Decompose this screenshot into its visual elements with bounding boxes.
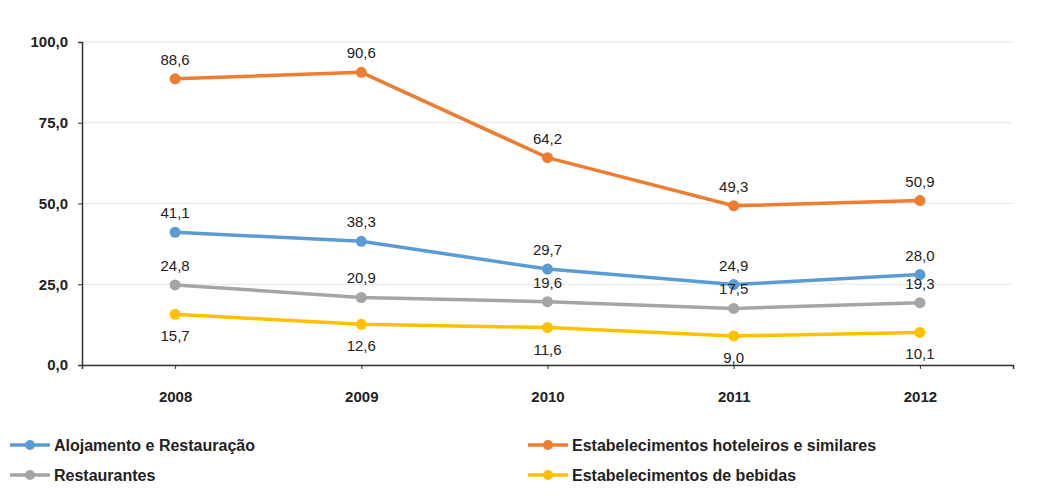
data-label: 64,2	[533, 130, 562, 147]
series-marker	[914, 327, 925, 338]
legend-marker	[25, 470, 35, 480]
data-label: 9,0	[723, 349, 744, 366]
x-tick-mark	[175, 365, 176, 369]
data-label: 20,9	[347, 269, 376, 286]
series-marker	[542, 152, 553, 163]
y-tick-mark	[78, 42, 82, 43]
series-line	[175, 314, 920, 336]
legend-marker	[25, 440, 35, 450]
data-label: 15,7	[160, 327, 189, 344]
y-tick: 0,0	[47, 356, 82, 373]
x-tick-label: 2008	[159, 388, 192, 405]
legend-label: Restaurantes	[54, 467, 155, 484]
x-tick: 2010	[531, 365, 564, 405]
legend-entry: Estabelecimentos hoteleiros e similares	[528, 437, 876, 454]
y-tick-label: 50,0	[39, 195, 68, 212]
y-tick-label: 75,0	[39, 114, 68, 131]
y-tick-mark	[78, 365, 82, 366]
series-marker	[356, 292, 367, 303]
series-marker	[356, 319, 367, 330]
data-label: 12,6	[347, 337, 376, 354]
x-tick-label: 2011	[718, 388, 751, 405]
series-marker	[170, 309, 181, 320]
y-axis: 0,0 25,0 50,0 75,0 100,0	[30, 33, 82, 373]
series-marker	[356, 236, 367, 247]
chart: 0,0 25,0 50,0 75,0 100,0 2008 2009 2010 2011 2012…	[0, 0, 1050, 499]
legend-entry: Estabelecimentos de bebidas	[528, 467, 796, 484]
data-label: 38,3	[347, 213, 376, 230]
data-label: 24,9	[719, 257, 748, 274]
data-label: 19,6	[533, 274, 562, 291]
legend-label: Alojamento e Restauração	[54, 437, 255, 454]
y-tick-mark	[78, 123, 82, 124]
x-tick-label: 2012	[904, 388, 937, 405]
legend-marker	[543, 440, 553, 450]
data-label: 19,3	[905, 275, 934, 292]
series-marker	[728, 303, 739, 314]
x-axis: 2008 2009 2010 2011 2012	[83, 365, 1014, 405]
legend-marker	[543, 470, 553, 480]
data-labels: 41,1 38,3 29,7 24,9 28,0 88,6 90,6 64,2 49,3 50,9…	[160, 44, 934, 366]
x-tick-mark	[361, 365, 362, 369]
data-label: 50,9	[905, 173, 934, 190]
series-marker	[728, 330, 739, 341]
data-label: 24,8	[160, 257, 189, 274]
series-marker	[170, 73, 181, 84]
series-marker	[542, 322, 553, 333]
data-label: 11,6	[533, 341, 561, 358]
grid-line	[82, 122, 1013, 123]
y-tick-mark	[78, 204, 82, 205]
x-tick-label: 2009	[345, 388, 378, 405]
y-tick-label: 25,0	[39, 276, 68, 293]
data-label: 17,5	[719, 280, 748, 297]
legend-label: Estabelecimentos hoteleiros e similares	[572, 437, 876, 454]
plot-area	[170, 67, 926, 342]
series-marker	[170, 279, 181, 290]
legend-label: Estabelecimentos de bebidas	[572, 467, 796, 484]
y-tick: 25,0	[39, 276, 82, 293]
y-tick-label: 0,0	[47, 356, 68, 373]
data-label: 29,7	[533, 241, 562, 258]
grid	[82, 42, 1013, 365]
y-axis-line	[78, 43, 83, 366]
data-label: 10,1	[905, 345, 934, 362]
x-tick: 2009	[345, 365, 378, 405]
y-tick-mark	[78, 284, 82, 285]
series-marker	[728, 200, 739, 211]
data-label: 90,6	[347, 44, 376, 61]
series-marker	[914, 195, 925, 206]
y-tick: 100,0	[30, 33, 82, 50]
data-label: 28,0	[905, 247, 934, 264]
series-marker	[542, 296, 553, 307]
x-tick: 2008	[159, 365, 192, 405]
grid-line	[82, 42, 1013, 43]
x-tick-mark	[920, 365, 921, 369]
series-line	[175, 72, 920, 205]
x-axis-line	[83, 366, 1014, 370]
y-tick-label: 100,0	[30, 33, 68, 50]
data-label: 41,1	[160, 204, 189, 221]
y-tick: 50,0	[39, 195, 82, 212]
y-tick: 75,0	[39, 114, 82, 131]
x-tick: 2011	[718, 365, 751, 405]
series-marker	[356, 67, 367, 78]
series-marker	[170, 227, 181, 238]
legend-entry: Restaurantes	[10, 467, 155, 484]
x-tick-label: 2010	[531, 388, 564, 405]
data-label: 49,3	[719, 178, 748, 195]
x-tick: 2012	[904, 365, 937, 405]
legend: Alojamento e Restauração Estabelecimentos…	[10, 437, 876, 484]
series-marker	[914, 297, 925, 308]
legend-entry: Alojamento e Restauração	[10, 437, 255, 454]
x-tick-mark	[548, 365, 549, 369]
data-label: 88,6	[160, 51, 189, 68]
